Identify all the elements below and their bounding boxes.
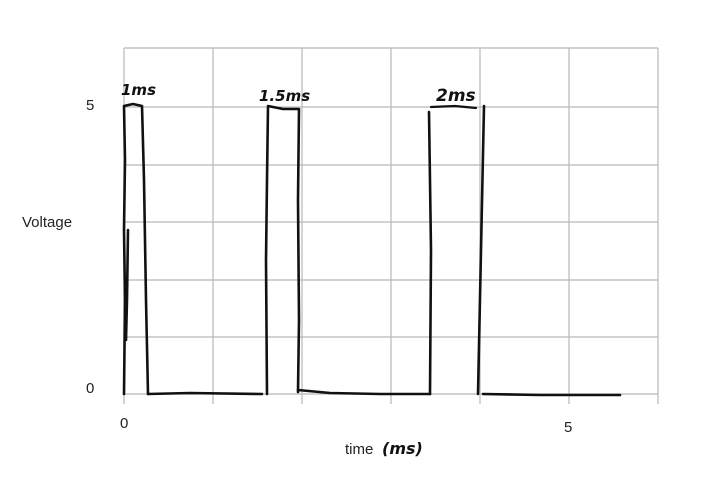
x-axis-label-prefix: time [345, 441, 373, 458]
pulse-width-markers [429, 104, 478, 110]
pulse-1-trace [122, 102, 150, 396]
y-tick-0: 0 [86, 380, 94, 397]
x-axis-label-unit: (ms) [382, 439, 423, 458]
pulse-2-trace [264, 104, 301, 396]
baseline-1 [146, 391, 264, 396]
pulse-3-trace [427, 110, 433, 396]
x-tick-0: 0 [120, 415, 128, 432]
baseline-3 [481, 392, 622, 397]
x-tick-5: 5 [564, 419, 572, 436]
grid [123, 47, 659, 404]
pulse-3-falling-edge [476, 104, 486, 396]
pulse-waveform [122, 102, 622, 397]
baseline-2 [296, 388, 432, 396]
pulse-3-width-marker [429, 104, 478, 110]
pulse-2-label: 1.5ms [259, 87, 310, 105]
pulse-1-label: 1ms [121, 81, 156, 99]
pulse-3-label: 2ms [436, 86, 476, 106]
pulse-1-trace-inner [124, 228, 130, 342]
y-tick-5: 5 [86, 97, 94, 114]
y-axis-label: Voltage [22, 214, 72, 231]
